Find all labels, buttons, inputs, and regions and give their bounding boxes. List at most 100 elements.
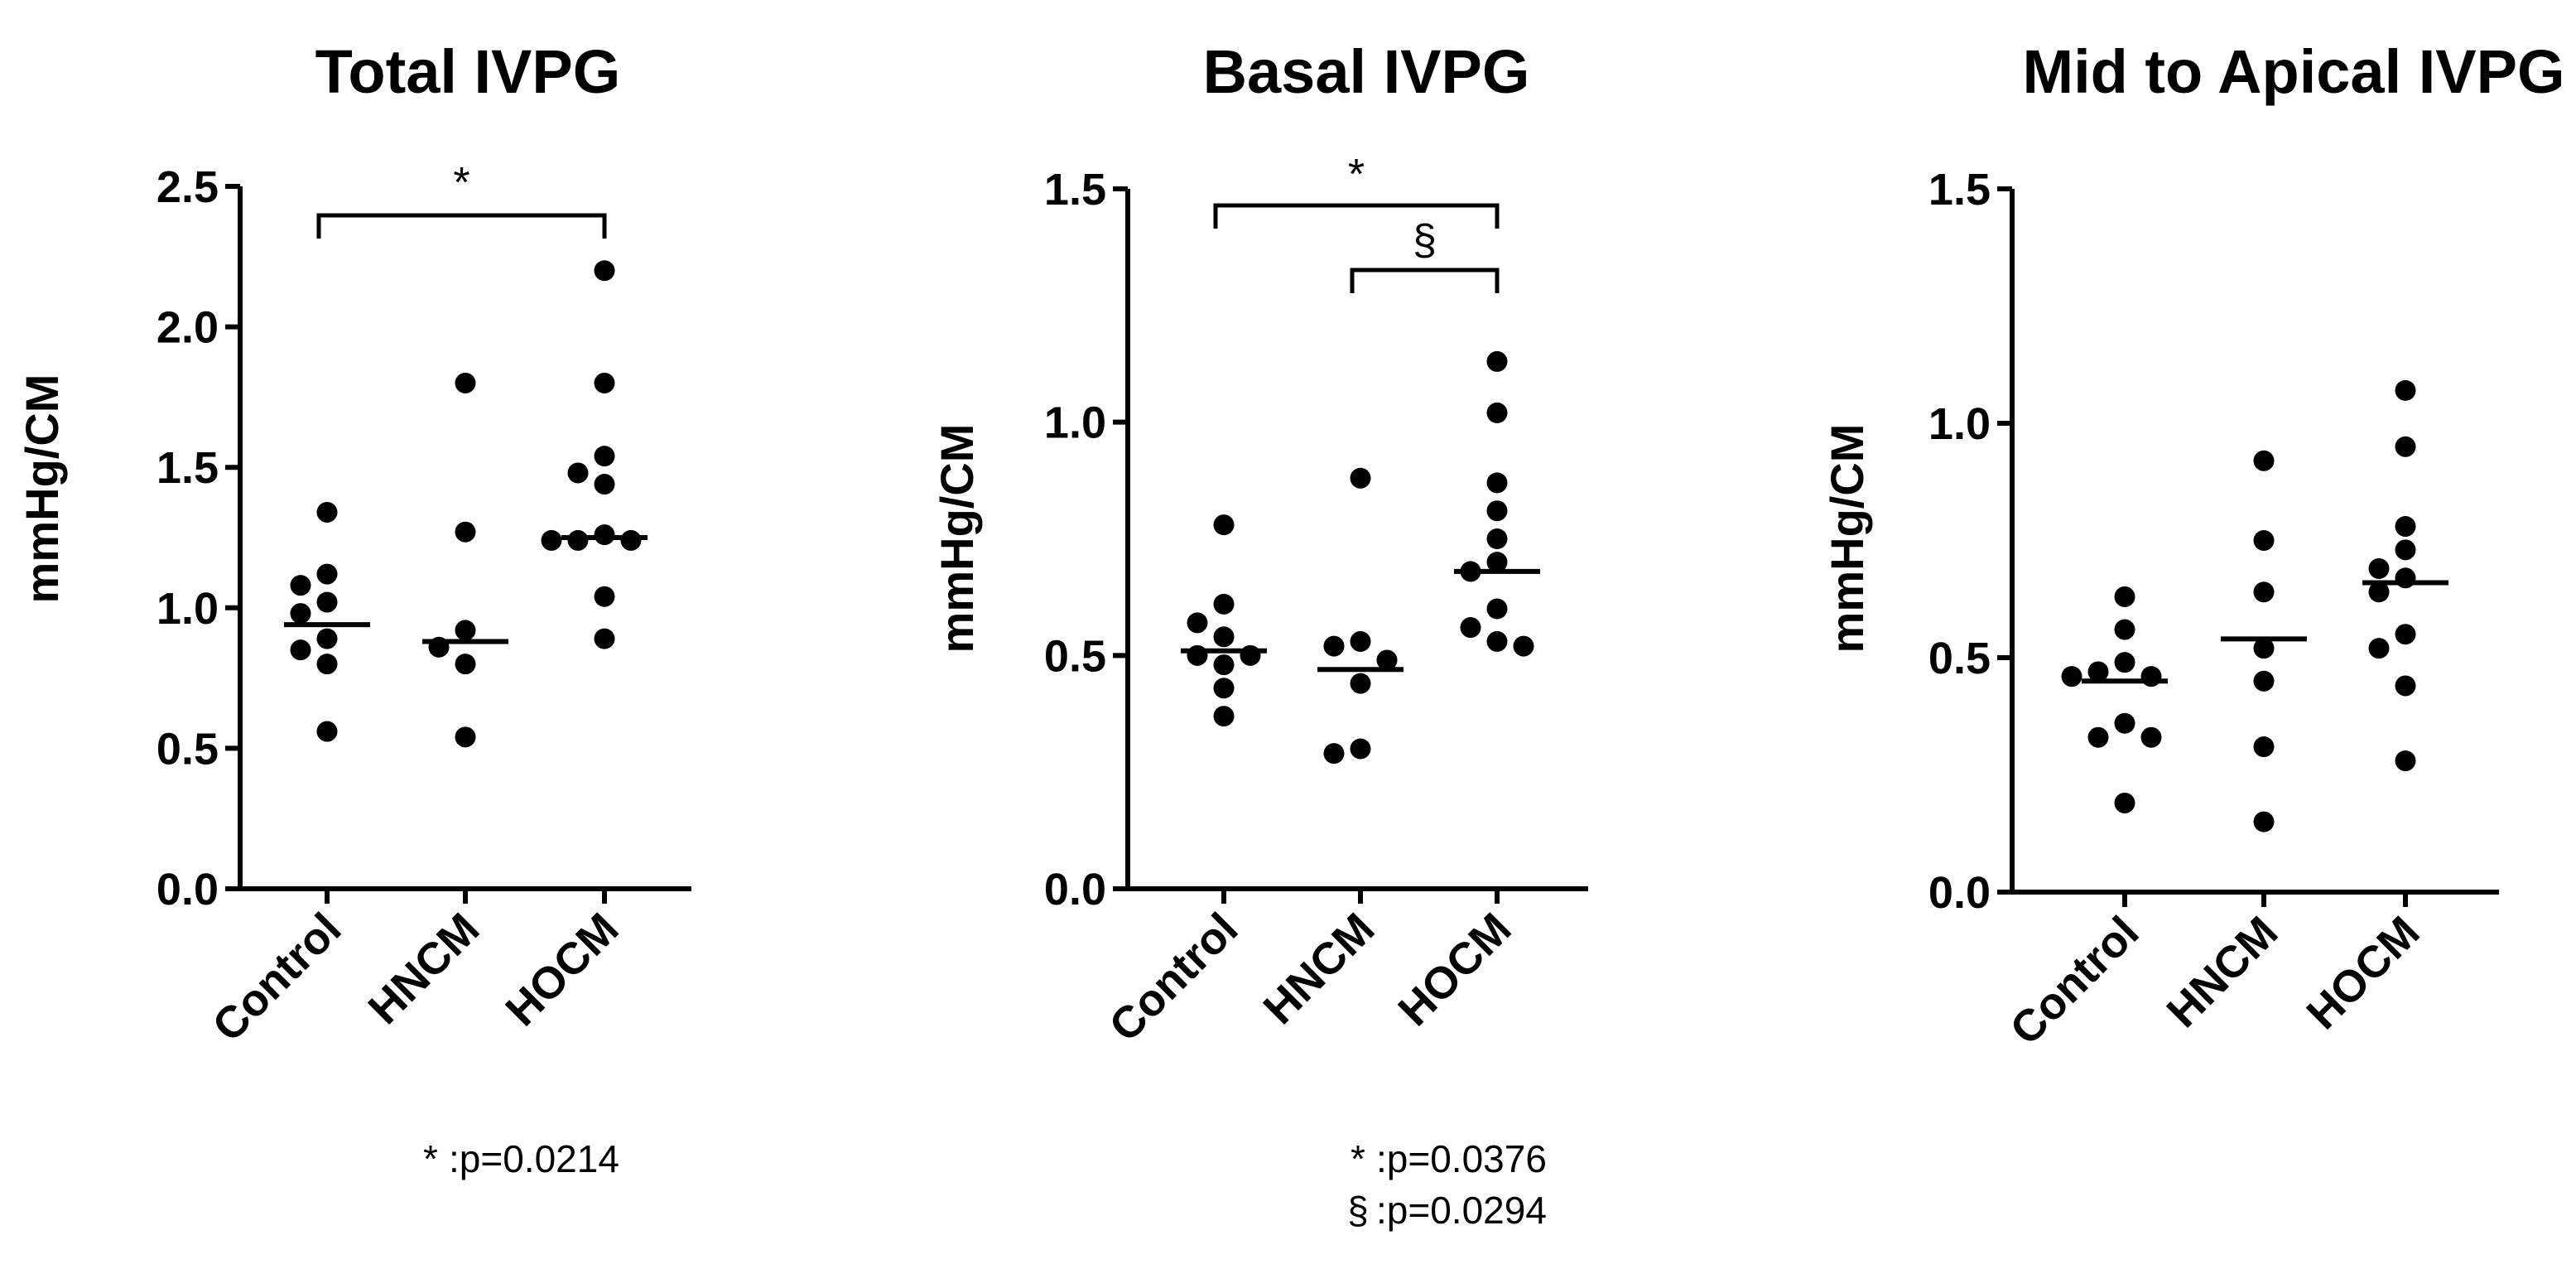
data-point	[620, 529, 642, 551]
data-point	[594, 628, 615, 649]
chart-title: Mid to Apical IVPG	[2022, 37, 2564, 106]
y-tick-label: 0.0	[1928, 868, 1991, 918]
data-point	[1486, 552, 1508, 573]
data-point	[2253, 811, 2275, 832]
data-point	[2253, 530, 2275, 551]
data-point	[1486, 500, 1508, 522]
significance-bracket	[316, 213, 607, 239]
x-tick-label: Control	[2001, 907, 2148, 1054]
significance-symbol: §	[1413, 216, 1437, 264]
annotation-pvalue: :p=0.0294	[1376, 1189, 1547, 1232]
data-point	[316, 563, 338, 585]
chart-panel-3: Mid to Apical IVPG mmHg/CM 0.0 0.5 1.0 1.5 Con…	[1821, 37, 2565, 1054]
data-point	[567, 529, 589, 551]
y-tick-label: 0.0	[1044, 865, 1106, 914]
data-point	[316, 654, 338, 675]
data-point	[2253, 450, 2275, 471]
y-tick-label: 2.5	[156, 162, 219, 212]
data-point	[2061, 666, 2082, 687]
y-tick-label: 2.0	[156, 303, 219, 353]
data-point	[455, 521, 476, 543]
data-point	[2395, 624, 2416, 645]
data-point	[2087, 726, 2109, 748]
x-tick-label: HOCM	[2297, 907, 2429, 1039]
data-point	[290, 639, 311, 661]
data-point	[1323, 635, 1345, 657]
x-tick-label: HNCM	[1254, 904, 1384, 1034]
x-tick-label: HOCM	[496, 904, 628, 1035]
significance-symbol: *	[1348, 151, 1365, 199]
chart-title: Basal IVPG	[1203, 37, 1530, 106]
data-point	[1187, 612, 1208, 634]
data-point	[594, 586, 615, 607]
data-point	[2395, 379, 2416, 401]
y-tick-label: 0.5	[1928, 634, 1991, 683]
data-point	[1213, 514, 1235, 536]
data-point	[594, 372, 615, 393]
y-tick-label: 1.0	[1044, 398, 1106, 448]
data-point	[1513, 635, 1534, 657]
annotation-symbol: *	[423, 1137, 438, 1180]
data-point	[1213, 593, 1235, 615]
y-tick-label: 0.0	[156, 865, 219, 914]
data-point	[316, 628, 338, 649]
data-point	[2395, 539, 2416, 561]
data-point	[2087, 661, 2109, 683]
y-tick-label: 1.5	[1928, 165, 1991, 215]
data-point	[594, 446, 615, 467]
y-tick-label: 0.5	[1044, 631, 1106, 681]
data-point	[2395, 675, 2416, 697]
data-point	[2395, 516, 2416, 538]
significance-symbol: *	[453, 159, 469, 207]
data-point	[1350, 630, 1371, 652]
data-point	[2395, 567, 2416, 589]
y-axis-label: mmHg/CM	[16, 374, 68, 604]
data-point	[2368, 638, 2390, 659]
annotation-symbol: *	[1351, 1137, 1365, 1180]
data-point	[594, 524, 615, 546]
data-point	[1213, 626, 1235, 648]
data-point	[1486, 630, 1508, 652]
data-point	[594, 260, 615, 282]
data-point	[2368, 557, 2390, 579]
data-point	[541, 529, 562, 551]
data-point	[594, 474, 615, 495]
data-point	[2395, 750, 2416, 772]
data-point	[1486, 350, 1508, 372]
data-point	[1187, 644, 1208, 666]
data-point	[2253, 736, 2275, 758]
annotation-symbol: §	[1347, 1189, 1369, 1232]
data-point	[2114, 586, 2135, 607]
data-point	[1213, 654, 1235, 676]
y-tick-label: 1.0	[1928, 399, 1991, 449]
data-point	[316, 721, 338, 742]
x-tick-label: HNCM	[2158, 907, 2288, 1037]
data-point	[1486, 598, 1508, 620]
y-tick-label: 1.5	[1044, 165, 1106, 215]
data-point	[1213, 706, 1235, 727]
data-point	[2140, 726, 2162, 748]
data-point	[1486, 528, 1508, 549]
data-point	[2253, 638, 2275, 659]
data-point	[2253, 581, 2275, 603]
data-point	[1460, 617, 1481, 639]
annotation-pvalue: :p=0.0214	[449, 1137, 619, 1180]
chart-panel-1: Total IVPG mmHg/CM 0.0 0.5 1.0 1.5 2.0 2.5 Contr…	[16, 37, 691, 1180]
y-tick-label: 1.0	[156, 584, 219, 634]
chart-panel-2: Basal IVPG mmHg/CM 0.0 0.5 1.0 1.5 Control HNCM…	[931, 37, 1588, 1232]
data-point	[2253, 670, 2275, 692]
data-point	[455, 726, 476, 748]
y-axis-label: mmHg/CM	[1821, 424, 1873, 654]
x-tick-label: Control	[203, 904, 350, 1051]
data-point	[2114, 792, 2135, 813]
data-point	[1350, 467, 1371, 489]
data-point	[2114, 619, 2135, 640]
data-point	[1323, 743, 1345, 765]
data-point	[455, 620, 476, 641]
y-tick-label: 0.5	[156, 724, 219, 774]
y-tick-label: 1.5	[156, 443, 219, 493]
data-point	[1213, 678, 1235, 699]
data-point	[2140, 666, 2162, 687]
data-point	[2114, 652, 2135, 673]
data-point	[290, 603, 311, 625]
